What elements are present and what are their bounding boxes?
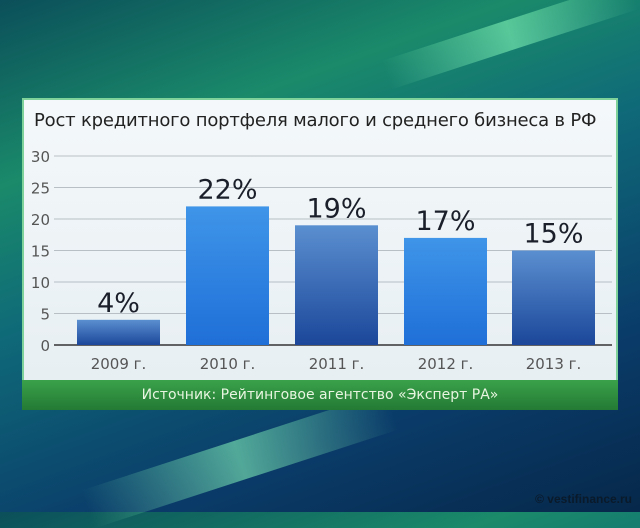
y-tick-label: 10: [31, 274, 50, 292]
data-label: 4%: [97, 288, 140, 319]
y-tick-label: 30: [31, 148, 50, 166]
bar-chart: 0 5 10 15 20 25 30 4% 2009 г. 22% 2010 г. 19% 2011 г…: [31, 148, 612, 373]
y-tick-label: 20: [31, 211, 50, 229]
data-label: 19%: [306, 193, 366, 224]
y-tick-label: 5: [40, 306, 50, 324]
x-tick-label: 2010 г.: [200, 355, 256, 373]
data-label: 15%: [523, 219, 583, 250]
x-tick-label: 2013 г.: [526, 355, 582, 373]
y-tick-label: 0: [40, 337, 50, 355]
background-streak: [81, 391, 399, 528]
bar-2012: [404, 237, 487, 345]
background-streak: [381, 0, 639, 90]
chart-panel: Рост кредитного портфеля малого и средне…: [22, 98, 618, 410]
chart-title: Рост кредитного портфеля малого и средне…: [34, 110, 597, 131]
bar-2010: [186, 206, 269, 345]
y-tick-label: 25: [31, 180, 50, 198]
data-label: 17%: [415, 206, 475, 237]
x-tick-label: 2012 г.: [418, 355, 474, 373]
bar-2013: [512, 250, 595, 345]
watermark: © vestifinance.ru: [535, 492, 632, 506]
x-tick-label: 2011 г.: [309, 355, 365, 373]
data-label: 22%: [197, 174, 257, 205]
source-bar: Источник: Рейтинговое агентство «Эксперт…: [22, 380, 618, 410]
bar-2009: [77, 319, 160, 345]
bar-2011: [295, 225, 378, 345]
y-tick-label: 15: [31, 243, 50, 261]
x-tick-label: 2009 г.: [91, 355, 147, 373]
